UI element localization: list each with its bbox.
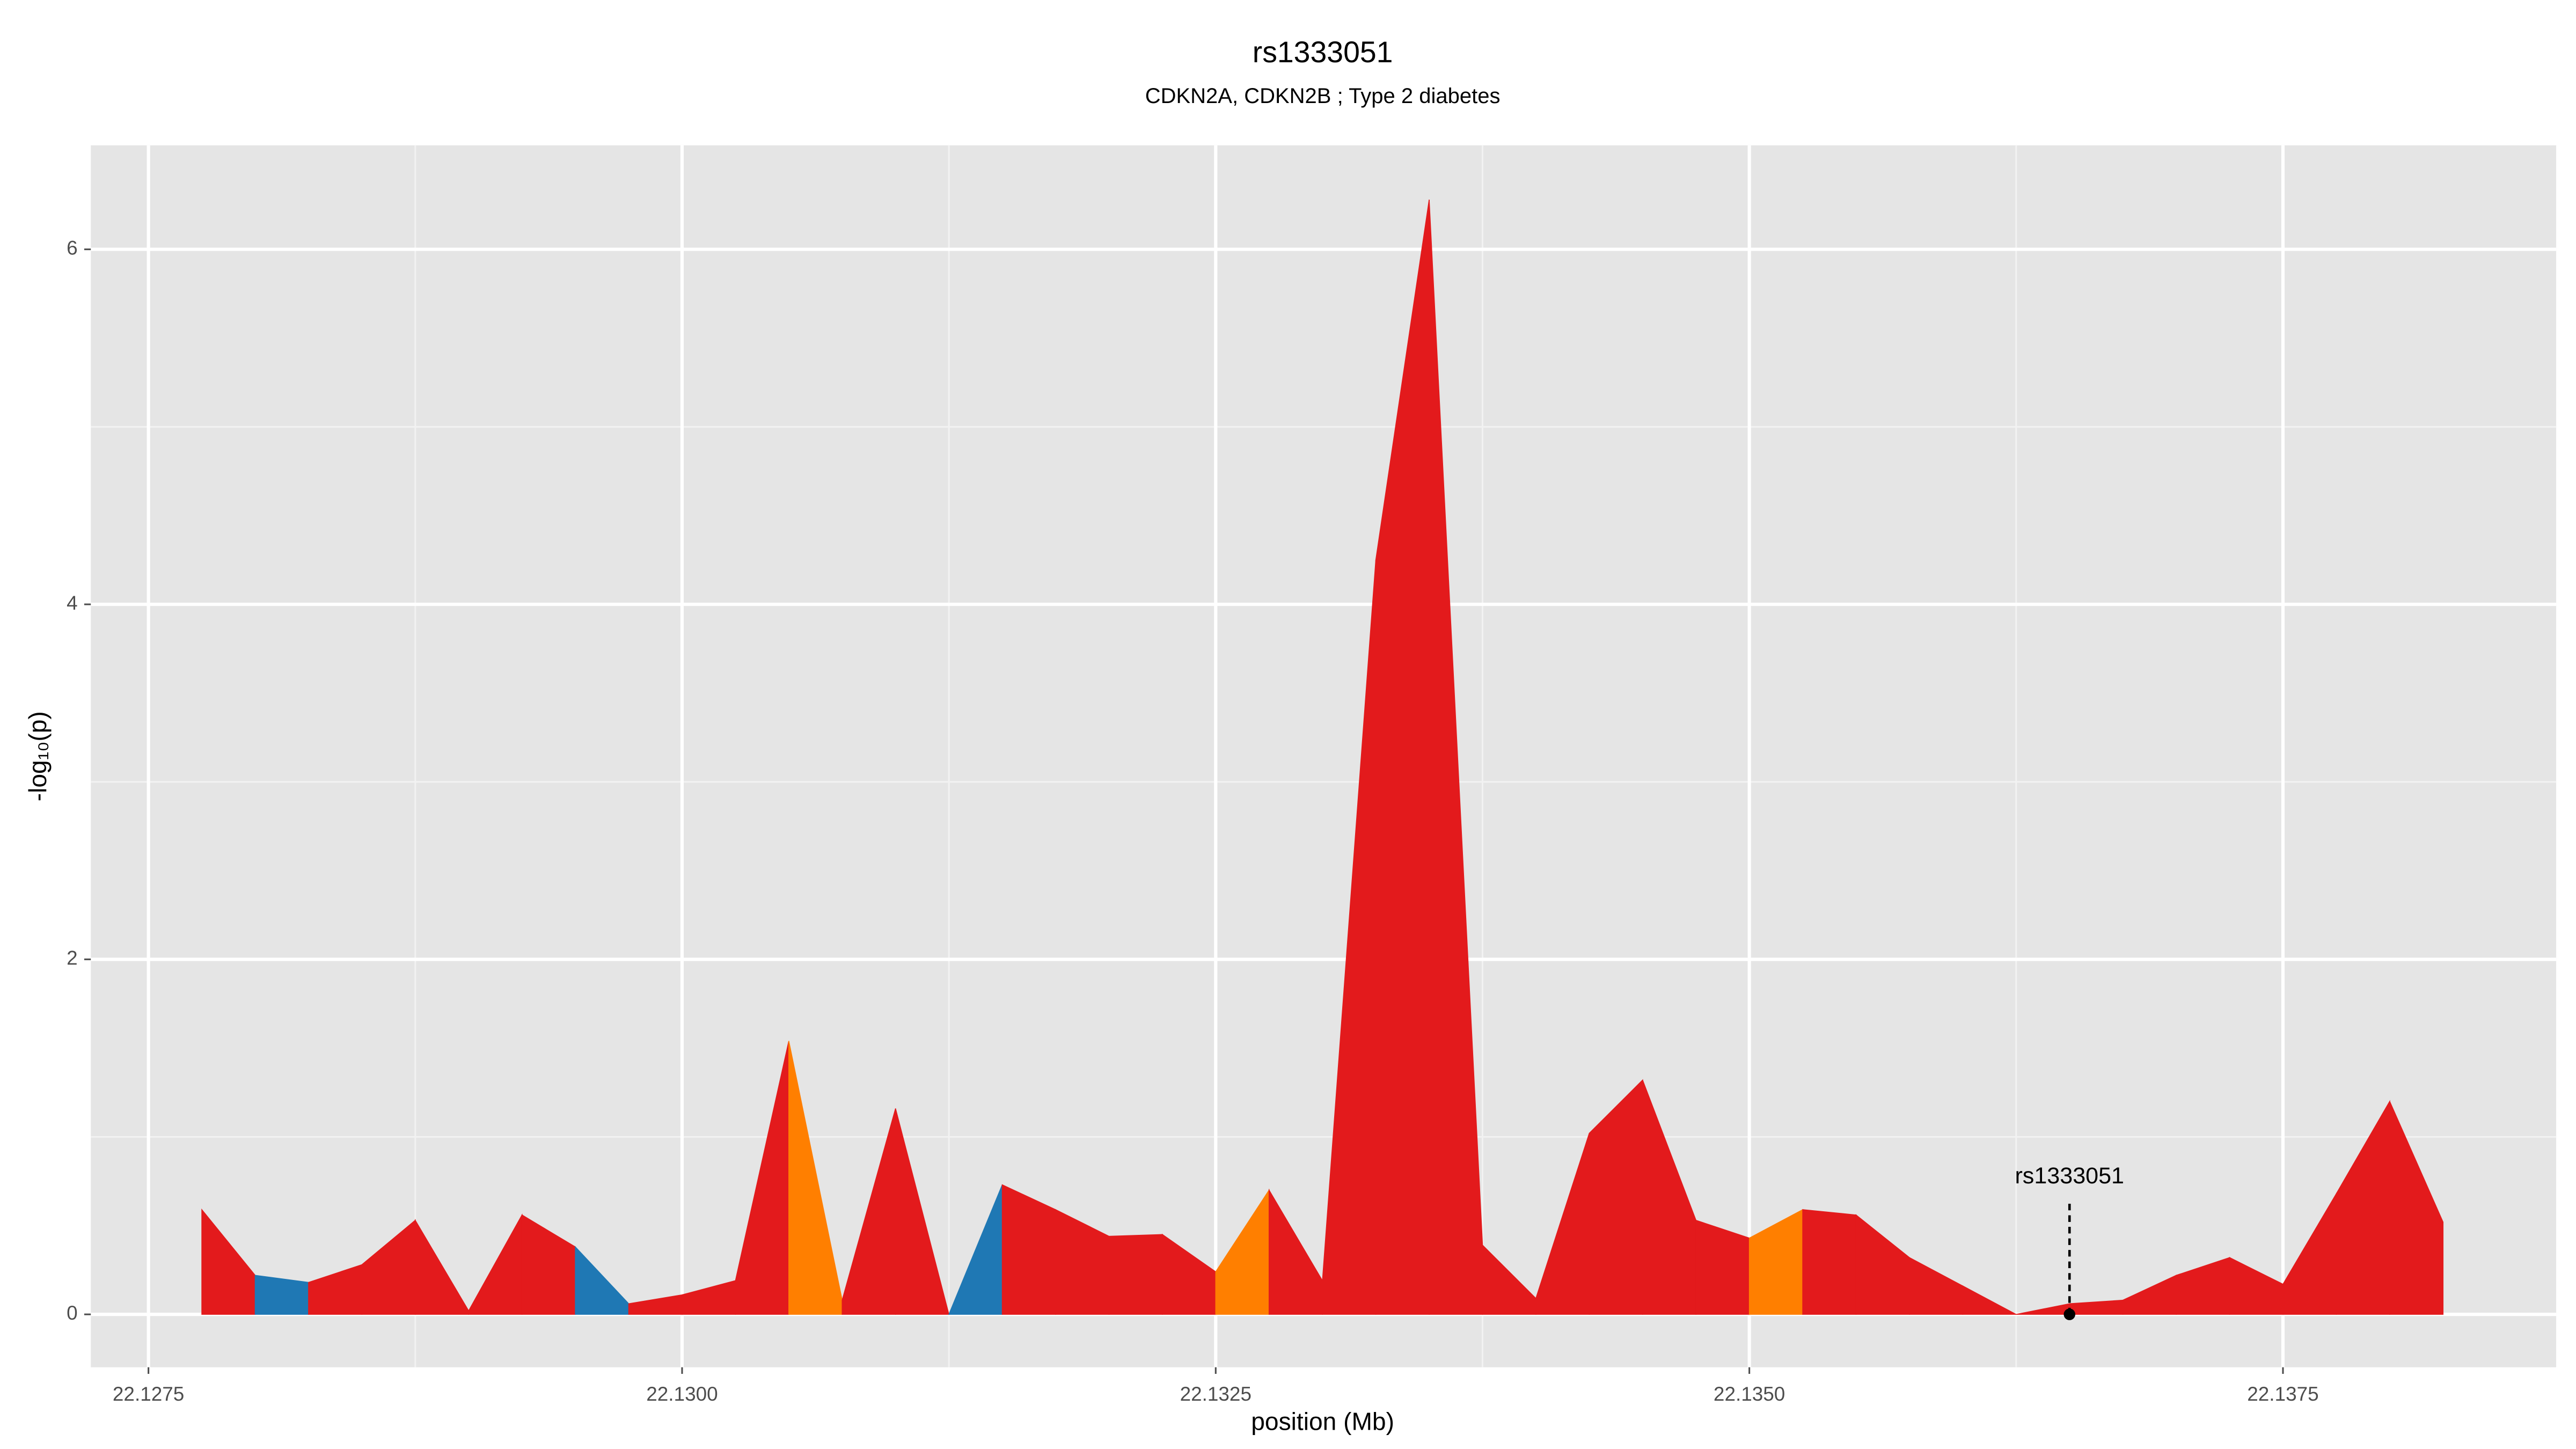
y-tick-label: 6: [67, 237, 78, 259]
area-segment: [254, 1275, 309, 1315]
chart-title: rs1333051: [1253, 35, 1393, 69]
y-axis-title: -log₁₀(p): [24, 711, 52, 801]
y-tick-label: 4: [67, 592, 78, 614]
area-segment: [1962, 1285, 2017, 1315]
area-segment: [895, 1108, 950, 1315]
y-tick-label: 0: [67, 1302, 78, 1324]
plot-panel: [91, 145, 2557, 1367]
annotation-point: [2063, 1308, 2076, 1320]
x-tick-label: 22.1275: [113, 1383, 184, 1405]
chart-subtitle: CDKN2A, CDKN2B ; Type 2 diabetes: [1145, 84, 1501, 108]
x-tick-label: 22.1350: [1714, 1383, 1785, 1405]
area-segment: [2389, 1101, 2444, 1315]
area-segment: [1108, 1234, 1163, 1315]
y-tick-label: 2: [67, 947, 78, 969]
area-segment: [1802, 1209, 1857, 1315]
x-tick-label: 22.1300: [646, 1383, 718, 1405]
x-tick-label: 22.1375: [2247, 1383, 2318, 1405]
x-tick-label: 22.1325: [1180, 1383, 1252, 1405]
x-axis-title: position (Mb): [1251, 1407, 1394, 1435]
annotation-label: rs1333051: [2015, 1163, 2124, 1189]
